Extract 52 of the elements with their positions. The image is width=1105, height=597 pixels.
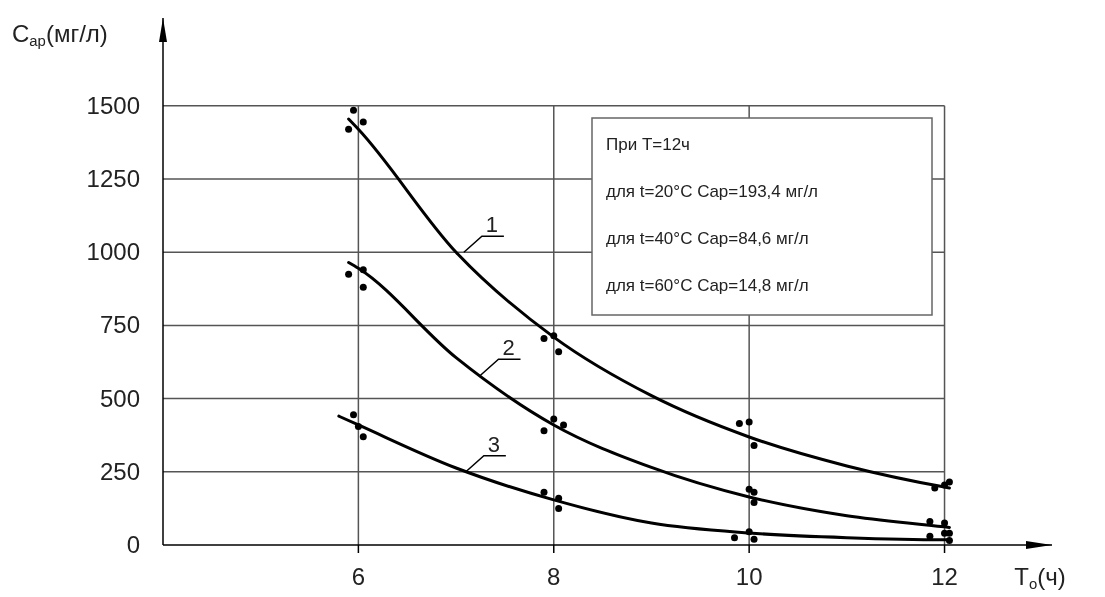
y-tick-label: 500 (99, 384, 140, 412)
point (926, 518, 934, 526)
point (750, 488, 758, 496)
point (555, 504, 563, 512)
x-tick-label: 12 (931, 563, 958, 590)
x-tick-label: 10 (735, 563, 763, 590)
point (350, 411, 357, 419)
point (540, 427, 548, 435)
annotation: 2 (502, 335, 515, 361)
point (731, 534, 738, 542)
point (945, 478, 953, 486)
point (550, 332, 558, 340)
point (926, 532, 934, 540)
point (359, 283, 367, 291)
y-tick-label: 250 (99, 457, 140, 485)
y-tick-label: 1500 (86, 91, 140, 119)
point (750, 441, 758, 449)
point (750, 499, 758, 507)
point (540, 488, 548, 496)
annotation: для t=60°C Cap=14,8 мг/л (606, 276, 809, 295)
point (359, 118, 367, 126)
annotation: При T=12ч (606, 135, 690, 154)
annotation: для t=40°C Cap=84,6 мг/л (606, 229, 809, 248)
point (735, 420, 743, 427)
x-tick-label: 6 (351, 563, 366, 590)
point (350, 106, 357, 114)
point (555, 348, 563, 356)
y-tick-label: 0 (126, 531, 140, 558)
x-tick-label: 8 (547, 563, 561, 590)
y-tick-label: 1250 (86, 165, 140, 193)
point (750, 535, 758, 543)
point (745, 528, 753, 536)
x-axis-title: T$_{о}$(ч) (1014, 563, 1066, 592)
point (345, 270, 353, 278)
y-tick-label: 1000 (86, 238, 140, 266)
point (359, 433, 367, 441)
point (560, 421, 568, 429)
point (555, 494, 563, 502)
y-tick-label: 750 (99, 311, 140, 339)
point (540, 335, 548, 343)
point (550, 415, 558, 423)
point (945, 537, 953, 545)
line-series (347, 117, 951, 490)
point (345, 125, 353, 133)
annotation: 3 (487, 431, 500, 457)
annotation: 1 (485, 212, 499, 238)
point (941, 519, 949, 527)
y-axis-title: C$_{ар}$(мг/л) (12, 20, 108, 49)
point (745, 418, 753, 426)
point (359, 266, 367, 274)
point (354, 422, 362, 430)
annotation: для t=20°C Cap=193,4 мг/л (606, 182, 819, 201)
